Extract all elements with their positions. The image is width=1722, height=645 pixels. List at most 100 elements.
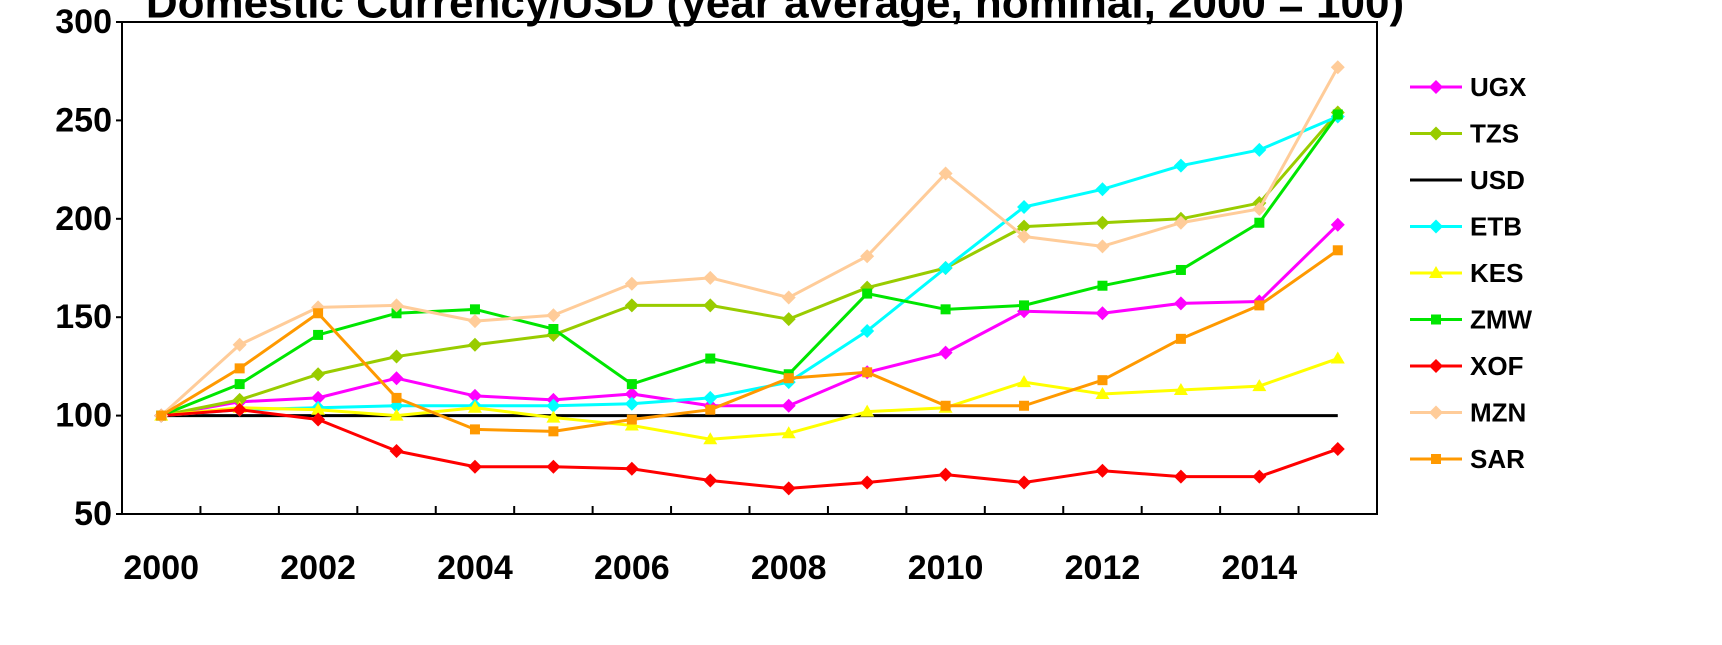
marker [1252,469,1267,484]
series-line [160,111,1339,418]
marker [1095,239,1110,254]
marker [1095,215,1110,230]
marker [938,166,953,181]
marker [703,473,718,488]
marker [938,345,953,360]
marker [703,298,718,313]
series-line [160,66,1340,417]
marker [781,398,796,413]
y-tick-label: 100 [55,397,112,435]
marker [311,402,326,415]
marker [1019,300,1030,311]
marker [1097,280,1108,291]
marker [469,304,480,315]
marker [626,414,637,425]
marker [1173,383,1188,396]
marker [1173,215,1188,230]
marker [862,367,873,378]
marker [1175,333,1186,344]
marker [1431,314,1441,325]
marker [940,400,951,411]
y-tick-label: 150 [55,298,112,336]
marker [940,304,951,315]
series-line [161,408,1339,490]
marker [781,426,796,439]
y-tick-label: 50 [74,495,112,533]
marker [1095,463,1110,478]
marker [624,276,639,291]
marker [1429,126,1443,141]
marker [1254,300,1265,311]
x-tick-label: 2010 [908,549,984,587]
marker [546,410,561,423]
marker [1173,296,1188,311]
series-line [161,357,1339,441]
marker [938,467,953,482]
marker [1175,264,1186,275]
marker [1429,80,1443,94]
marker [1330,351,1345,364]
marker [624,461,639,476]
marker [546,459,561,474]
y-tick-label: 200 [55,200,112,238]
marker [546,398,561,413]
marker [1097,375,1108,386]
marker [1252,142,1267,157]
legend-label: KES [1470,258,1523,288]
marker [1330,442,1345,457]
marker [1017,199,1032,214]
marker [862,288,873,299]
legend-label: XOF [1470,351,1523,381]
marker [234,363,245,374]
x-tick-label: 2000 [123,549,199,587]
marker [548,426,559,437]
marker [1095,386,1110,399]
marker [1017,475,1032,490]
marker [311,367,326,382]
marker [1429,266,1443,278]
marker [467,400,482,413]
x-tick-label: 2006 [594,549,670,587]
marker [467,337,482,352]
marker [705,353,716,364]
marker [860,249,875,264]
marker [1017,229,1032,244]
marker [389,408,404,421]
marker [232,392,247,407]
marker [1254,217,1265,228]
plot-area [121,21,1378,515]
marker [1252,379,1267,392]
x-tick-label: 2004 [437,549,513,587]
marker [1330,60,1345,75]
marker [234,379,245,390]
x-tick-label: 2014 [1222,549,1298,587]
marker [783,373,794,384]
marker [391,392,402,403]
marker [938,261,953,275]
marker [548,324,559,335]
marker [311,390,326,405]
marker [1095,306,1110,321]
x-tick-label: 2008 [751,549,827,587]
marker [1173,469,1188,484]
marker [467,388,482,403]
marker [1429,405,1443,420]
marker [703,390,718,405]
legend-label: ETB [1470,211,1522,241]
marker [703,270,718,285]
marker [467,314,482,329]
marker [1330,217,1345,232]
marker [389,371,404,386]
marker [546,308,561,323]
marker [389,298,404,313]
legend-label: SAR [1470,444,1525,474]
marker [389,444,404,459]
legend-label: UGX [1470,72,1527,102]
chart-title: Domestic Currency/USD (year average, nom… [146,0,1404,28]
marker [860,475,875,490]
marker [313,329,324,340]
marker [232,402,247,417]
legend-label: ZMW [1470,304,1533,334]
legend-label: MZN [1470,397,1526,427]
marker [860,404,875,417]
